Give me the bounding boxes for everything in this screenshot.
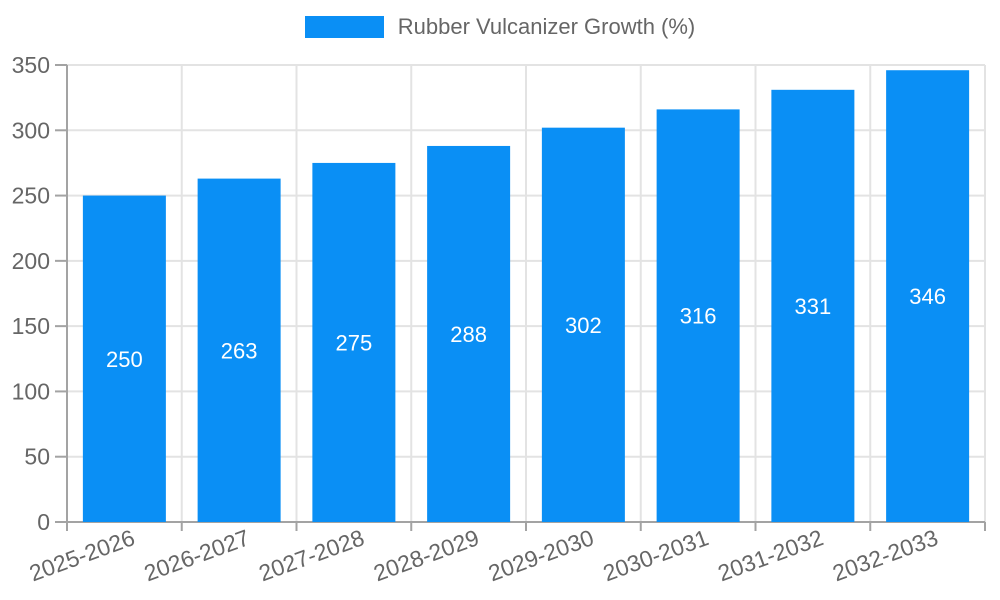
y-tick-label: 150 (12, 313, 50, 339)
y-tick-label: 250 (12, 183, 50, 209)
bar-value-label: 288 (450, 322, 487, 347)
y-tick-label: 0 (37, 509, 50, 535)
bar[interactable] (82, 195, 166, 523)
x-tick-label: 2026-2027 (141, 524, 253, 586)
legend-swatch[interactable] (304, 16, 384, 38)
bar-value-label: 346 (909, 284, 946, 309)
bar[interactable] (541, 127, 625, 522)
bar-value-label: 331 (795, 294, 832, 319)
x-tick-label: 2032-2033 (829, 524, 941, 586)
bar-value-label: 275 (336, 330, 373, 355)
y-tick-label: 300 (12, 117, 50, 143)
chart-legend[interactable]: Rubber Vulcanizer Growth (%) (0, 14, 1000, 40)
x-tick-label: 2027-2028 (255, 524, 367, 586)
bar[interactable] (771, 89, 855, 523)
bar[interactable] (886, 70, 970, 523)
bar-value-label: 263 (221, 338, 258, 363)
bar[interactable] (656, 109, 740, 522)
bar-value-label: 250 (106, 347, 143, 372)
bar[interactable] (427, 145, 511, 522)
legend-label: Rubber Vulcanizer Growth (%) (397, 14, 696, 39)
bar[interactable] (197, 178, 281, 522)
bar[interactable] (312, 162, 396, 522)
y-tick-label: 200 (12, 248, 50, 274)
x-tick-label: 2028-2029 (370, 524, 482, 586)
y-tick-label: 50 (24, 444, 50, 470)
y-tick-label: 100 (12, 378, 50, 404)
x-tick-label: 2030-2031 (600, 524, 712, 586)
bar-value-label: 302 (565, 313, 602, 338)
y-tick-label: 350 (12, 52, 50, 78)
x-tick-label: 2029-2030 (485, 524, 597, 586)
x-tick-label: 2031-2032 (714, 524, 826, 586)
bar-value-label: 316 (680, 304, 717, 329)
